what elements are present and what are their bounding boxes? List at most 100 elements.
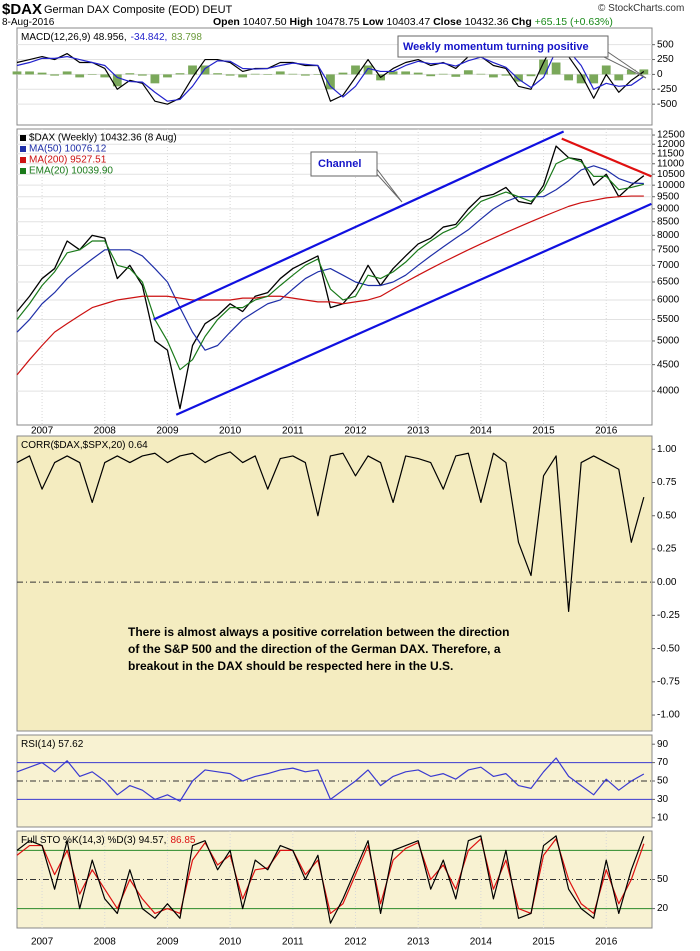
y-tick-label: 9000 [657,203,680,214]
histogram-bar [388,71,398,75]
histogram-bar [413,72,423,75]
instrument-name: German DAX Composite (EOD) DEUT [44,4,233,16]
quote-label: High [289,16,313,28]
panel-label: MACD(12,26,9) 48.956, -34.842, 83.798 [21,32,202,43]
legend-swatch [20,135,26,141]
panel-label-part: 86.85 [170,835,195,846]
series-line [16,757,645,802]
histogram-bar [62,71,72,75]
y-tick-label: 4000 [657,386,680,397]
y-tick-label: 90 [657,739,669,750]
histogram-bar [213,73,222,75]
histogram-bar [576,74,586,84]
quote: Open 10407.50 High 10478.75 Low 10403.47… [213,16,613,28]
panel-label-part: 83.798 [171,32,202,43]
histogram-bar [25,71,34,75]
histogram-bar [288,73,298,75]
histogram-bar [313,74,323,75]
histogram-bar [476,73,486,75]
histogram-bar [137,74,147,76]
histogram-bar [238,74,248,78]
x-tick-label: 2009 [156,937,179,948]
y-tick-label: 12500 [657,130,685,141]
histogram-bar [263,74,273,75]
x-tick-label: 2007 [31,426,54,437]
y-tick-label: 6000 [657,295,680,306]
x-tick-label: 2010 [219,937,242,948]
y-tick-label: -0.25 [657,610,680,621]
legend-swatch [20,157,26,163]
legend-label: $DAX (Weekly) 10432.36 (8 Aug) [29,133,177,144]
quote-change: +65.15 (+0.63%) [534,16,613,28]
y-tick-label: -0.50 [657,643,680,654]
y-tick-label: 12000 [657,139,685,150]
legend-label: EMA(20) 10039.90 [29,166,113,177]
y-tick-label: 20 [657,903,669,914]
quote-label: Low [362,16,384,28]
series-line [16,145,645,410]
legend-label: MA(200) 9527.51 [29,155,107,166]
histogram-bar [100,74,110,78]
series-line [16,38,645,105]
x-tick-label: 2013 [407,937,430,948]
y-tick-label: 5500 [657,314,680,325]
panel-label-part: Full STO %K(14,3) %D(3) 94.57, [21,835,166,846]
quote-label: Close [433,16,462,28]
quote-value: 10432.36 [464,16,509,28]
legend-swatch [20,168,26,174]
x-tick-label: 2009 [156,426,179,437]
y-tick-label: 8500 [657,216,680,227]
histogram-bar [50,74,59,76]
histogram-bar [163,74,172,78]
x-tick-label: 2015 [532,426,555,437]
histogram-bar [514,74,523,82]
legend-swatch [20,146,26,152]
series-line [16,835,645,924]
histogram-bar [539,59,548,75]
y-tick-label: 30 [657,794,669,805]
y-tick-label: 7500 [657,244,680,255]
histogram-bar [338,72,348,75]
histogram-bar [626,69,636,75]
panel-label-part: RSI(14) 57.62 [21,739,84,750]
quote-label: Open [213,16,240,28]
x-tick-label: 2016 [595,937,618,948]
x-tick-label: 2013 [407,426,430,437]
y-tick-label: 9500 [657,191,680,202]
legend-label: MA(50) 10076.12 [29,144,107,155]
histogram-bar [225,74,235,76]
histogram-bar [12,71,22,75]
note-text: There is almost always a positive correl… [128,625,509,639]
x-tick-label: 2008 [94,937,117,948]
histogram-bar [250,73,260,75]
y-tick-label: 0 [657,69,663,80]
trend-line [561,137,652,178]
y-tick-label: 50 [657,776,669,787]
histogram-bar [150,74,160,84]
histogram-bar [489,74,498,78]
quote-value: 10478.75 [315,16,360,28]
x-tick-label: 2011 [282,426,304,437]
y-tick-label: 10500 [657,169,685,180]
panel-label: CORR($DAX,$SPX,20) 0.64 [21,440,148,451]
quote-value: 10407.50 [242,16,287,28]
histogram-bar [175,73,185,75]
y-tick-label: -250 [657,84,677,95]
y-tick-label: -0.75 [657,676,680,687]
copyright: © StockCharts.com [598,3,685,14]
series-line [16,50,645,102]
callout-text: Weekly momentum turning positive [403,41,589,53]
histogram-bar [601,65,611,75]
histogram-bar [363,65,373,75]
x-tick-label: 2012 [344,937,367,948]
y-tick-label: 11000 [657,158,685,169]
y-tick-label: 0.50 [657,510,677,521]
histogram-bar [501,74,511,76]
histogram-bar [37,72,47,75]
y-tick-label: 250 [657,54,674,65]
note-text: of the S&P 500 and the direction of the … [128,642,501,656]
histogram-bar [75,74,85,78]
y-tick-label: 0.75 [657,477,677,488]
